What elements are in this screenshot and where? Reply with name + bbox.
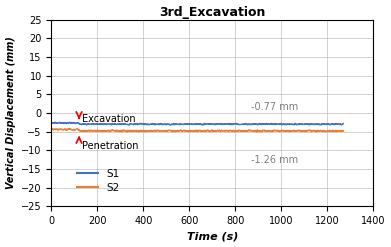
X-axis label: Time (s): Time (s) (187, 231, 238, 242)
S1 (53, 121, 57, 124)
Title: 3rd_Excavation: 3rd_Excavation (159, 5, 265, 19)
S1 (333, 123, 337, 125)
Text: Excavation: Excavation (82, 114, 135, 124)
S2 (341, 129, 346, 132)
S2 (279, 129, 284, 132)
S2 (67, 127, 72, 130)
Line: S2: S2 (52, 129, 343, 132)
S2 (191, 130, 196, 133)
S1 (168, 124, 173, 126)
S2 (333, 130, 337, 133)
S1 (333, 122, 337, 125)
S1 (49, 121, 54, 124)
S2 (333, 129, 337, 132)
Line: S1: S1 (52, 122, 343, 125)
Text: Penetration: Penetration (82, 141, 138, 151)
S1 (184, 123, 188, 125)
S1 (279, 123, 284, 126)
S1 (191, 123, 196, 125)
S1 (64, 122, 69, 125)
S2 (49, 128, 54, 131)
S2 (64, 128, 69, 131)
Text: -0.77 mm: -0.77 mm (251, 102, 299, 112)
S2 (125, 131, 129, 134)
Legend: S1, S2: S1, S2 (73, 165, 124, 197)
S1 (341, 122, 346, 125)
Text: -1.26 mm: -1.26 mm (251, 155, 298, 165)
S2 (184, 129, 188, 132)
Y-axis label: Vertical Displacement (mm): Vertical Displacement (mm) (5, 37, 16, 189)
